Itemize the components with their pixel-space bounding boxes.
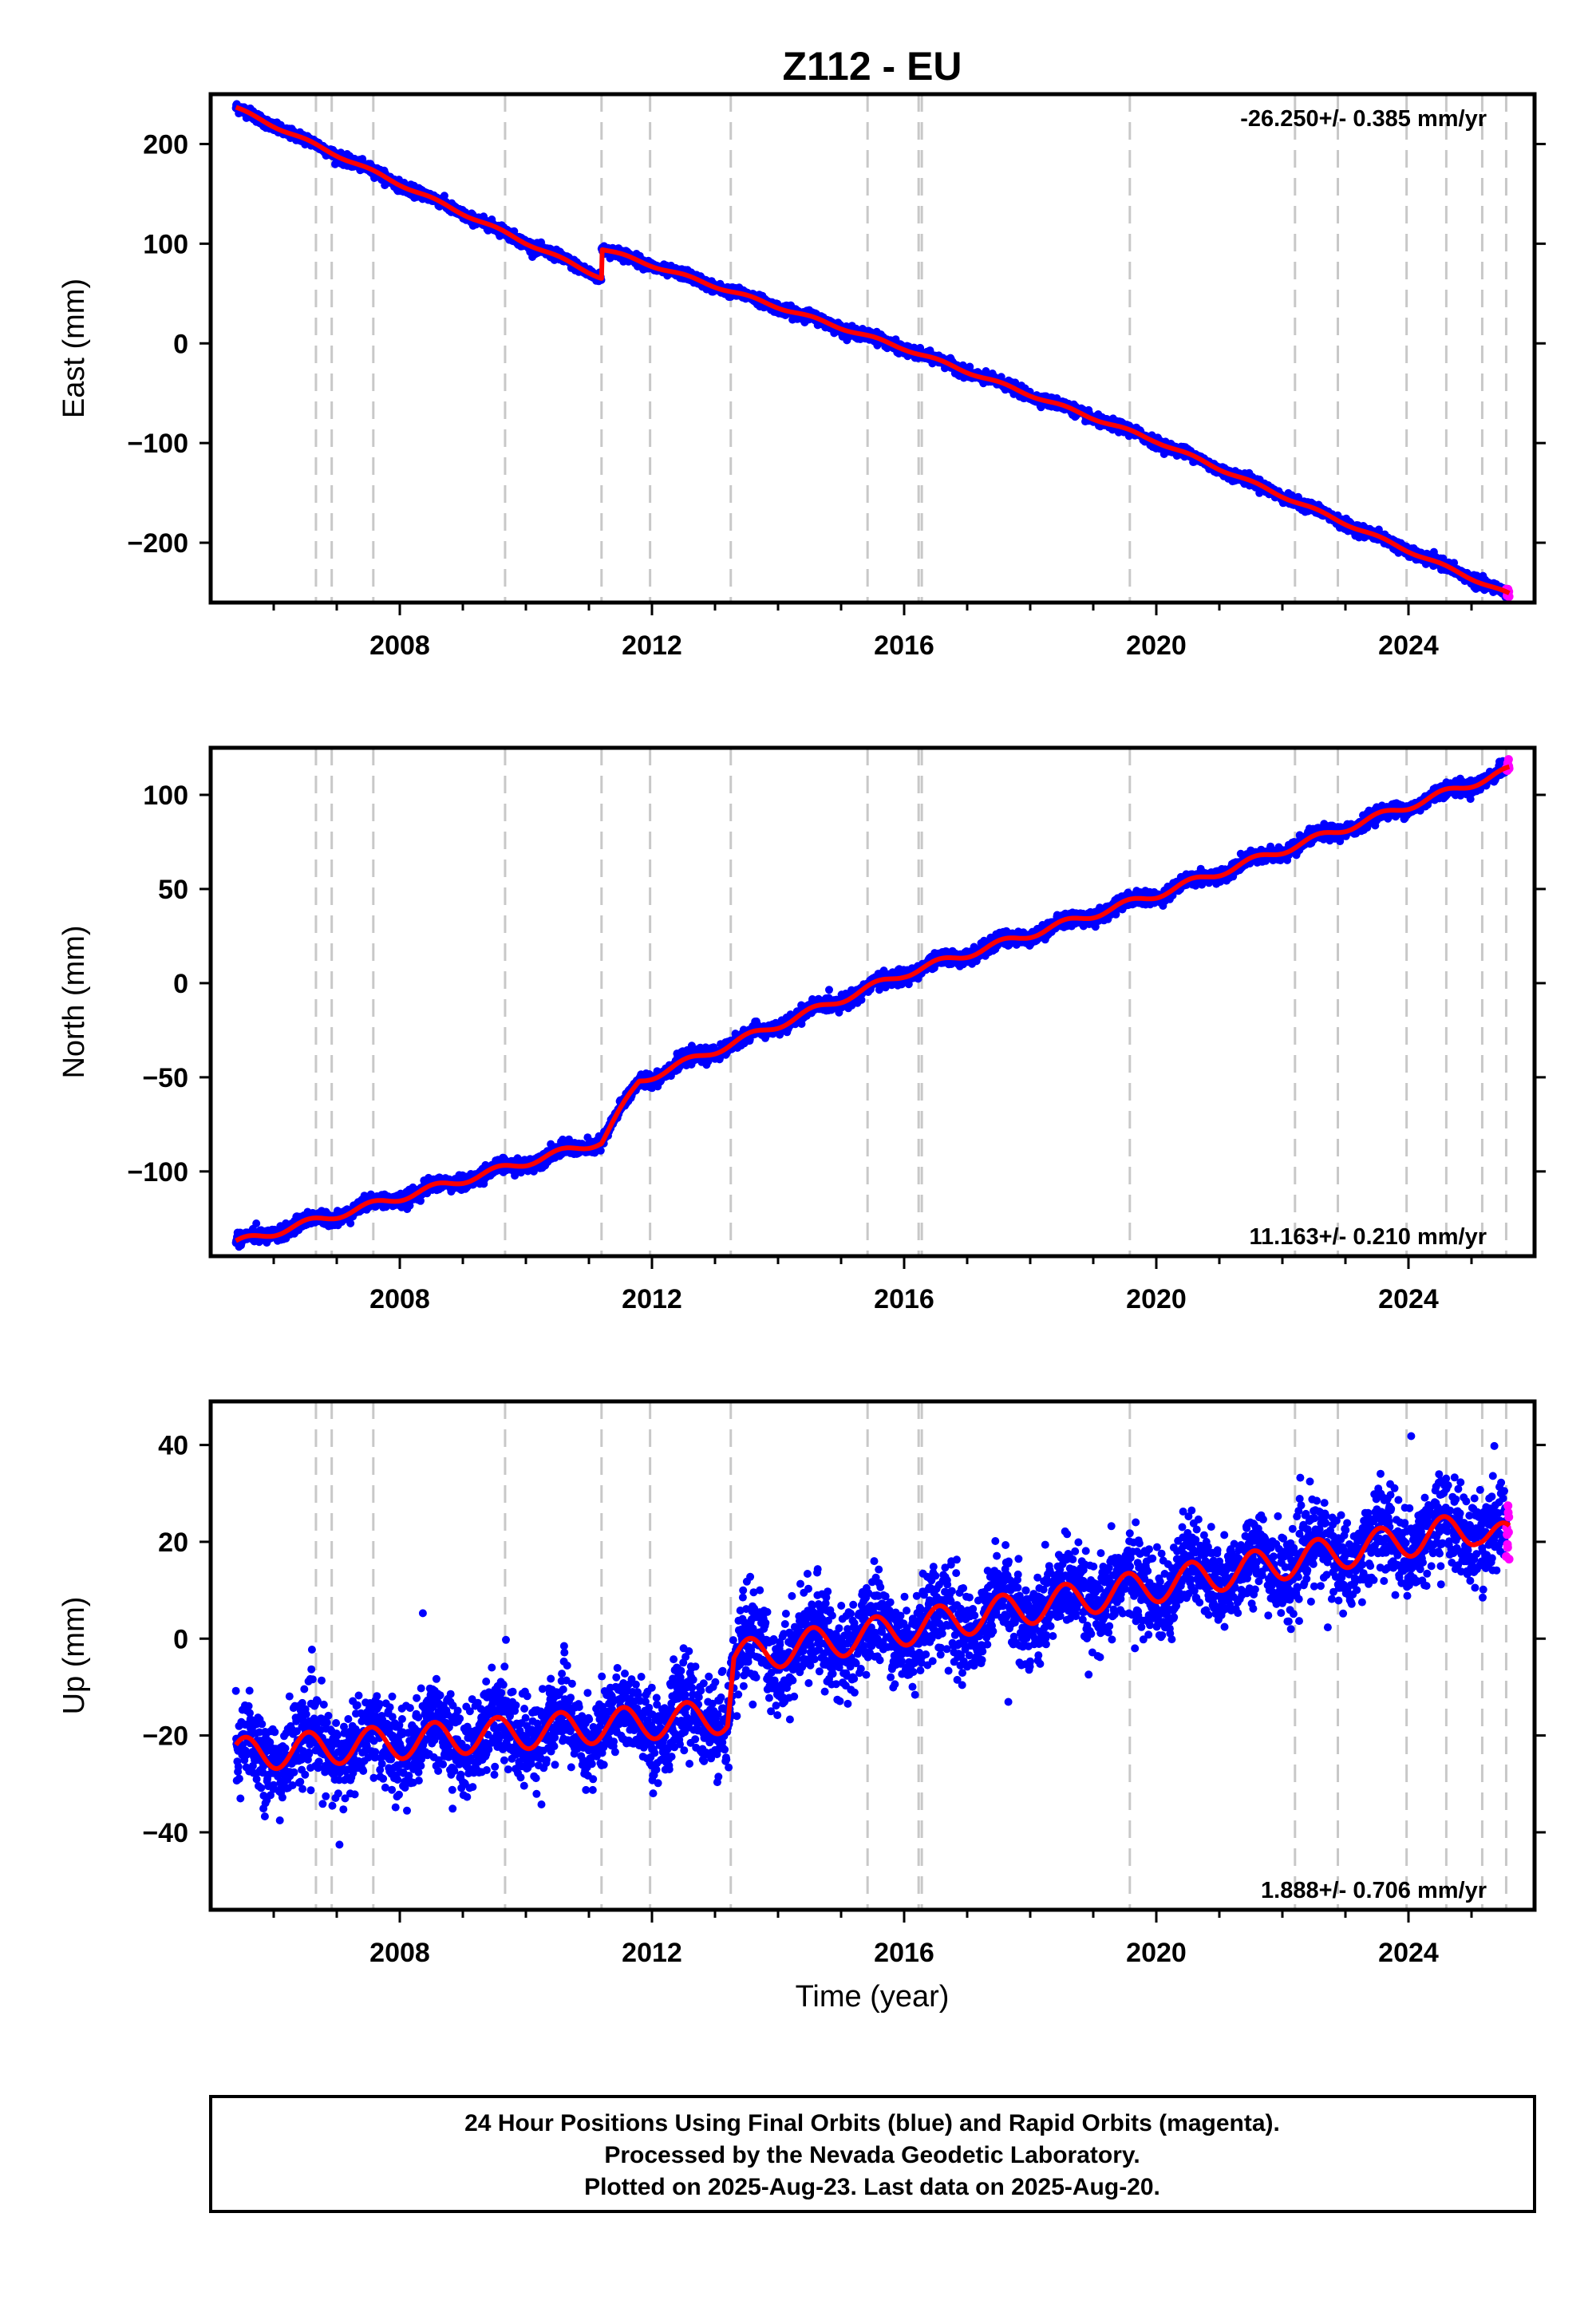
x-tick-label: 2016 — [874, 630, 934, 661]
y-tick-label: 200 — [143, 129, 188, 160]
y-tick-label: −200 — [127, 528, 188, 559]
x-tick-label: 2020 — [1126, 630, 1187, 661]
final-orbit-point — [346, 1219, 355, 1227]
final-orbit-point — [440, 192, 448, 200]
x-tick-label: 2012 — [622, 630, 682, 661]
y-tick-label: −100 — [127, 429, 188, 459]
final-orbit-point — [252, 1219, 261, 1227]
model-line — [234, 105, 1511, 595]
x-tick-label: 2008 — [369, 630, 430, 661]
y-tick-label: 0 — [173, 329, 188, 359]
x-tick-label: 2024 — [1378, 630, 1439, 661]
y-axis-label: East (mm) — [57, 279, 91, 418]
model-layer — [234, 105, 1511, 595]
rate-label: -26.250+/- 0.385 mm/yr — [1240, 106, 1487, 132]
y-tick-label: 100 — [143, 229, 188, 259]
chart-title: Z112 - EU — [782, 44, 962, 89]
data-points — [231, 100, 1514, 602]
data-points — [231, 755, 1514, 1251]
east-panel: 200 100 0 −100 −200 2008 2012 2016 2020 2024 East … — [57, 92, 1546, 661]
